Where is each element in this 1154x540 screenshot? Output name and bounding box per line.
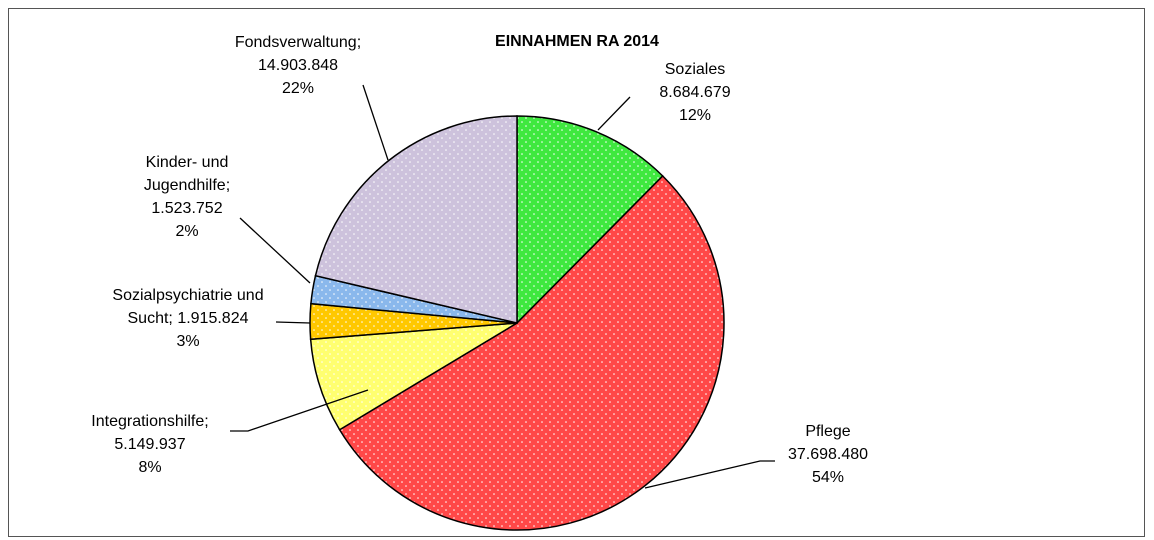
percent-label: 54% (811, 469, 845, 486)
category-label: Soziales (664, 61, 726, 78)
percent-label: 12% (678, 107, 712, 124)
leader-line (230, 389, 369, 432)
slice-label: Fondsverwaltung; 14.903.848 22% (203, 31, 393, 100)
percent-label: 3% (176, 333, 200, 350)
slice-label: Kinder- und Jugendhilfe; 1.523.752 2% (122, 151, 252, 243)
category-label: Kinder- und Jugendhilfe; (143, 154, 231, 194)
chart-title: EINNAHMEN RA 2014 (495, 33, 659, 50)
percent-label: 22% (281, 80, 315, 97)
pie-slice (516, 115, 664, 325)
percent-label: 8% (138, 459, 162, 476)
slice-label: Integrationshilfe; 5.149.937 8% (65, 410, 235, 479)
chart-frame (8, 8, 1145, 537)
value-label: 14.903.848 (257, 57, 339, 74)
slice-label: Pflege 37.698.480 54% (748, 420, 908, 489)
pie-slice (314, 115, 518, 324)
leader-line (275, 321, 311, 324)
leader-line (239, 217, 311, 284)
leader-line (644, 460, 775, 489)
value-label: 1.523.752 (151, 200, 223, 217)
category-label: Pflege (805, 423, 851, 440)
leader-line (597, 96, 631, 131)
value-label: 8.684.679 (659, 84, 731, 101)
category-label: Fondsverwaltung; (234, 34, 362, 51)
value-label: 5.149.937 (114, 436, 186, 453)
value-label: 37.698.480 (787, 446, 869, 463)
pie-slice (338, 174, 725, 531)
percent-label: 2% (175, 223, 199, 240)
leader-line (362, 84, 389, 161)
value-label: 1.915.824 (177, 310, 249, 327)
slice-label: Soziales 8.684.679 12% (615, 58, 775, 127)
category-label: Integrationshilfe; (91, 413, 209, 430)
slice-label: Sozialpsychiatrie und Sucht; 1.915.824 3% (101, 284, 276, 353)
category-label: Sozialpsychiatrie und Sucht; (112, 287, 264, 327)
